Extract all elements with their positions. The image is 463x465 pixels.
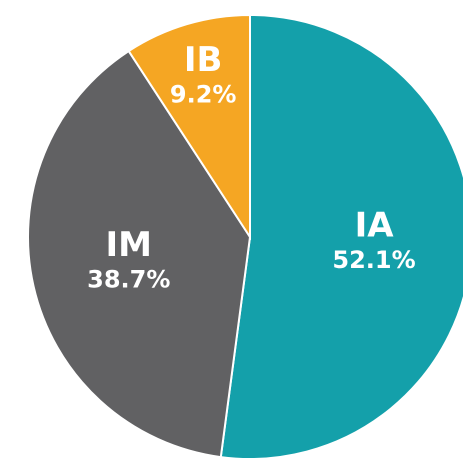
slice-name: IM <box>106 225 152 265</box>
pie-slice <box>219 13 463 460</box>
slice-name: IB <box>184 40 223 80</box>
slice-value-label: 9.2% <box>170 81 237 109</box>
slice-name: IA <box>355 206 395 246</box>
pie-slice <box>127 13 251 241</box>
slice-value-label: 38.7% <box>87 266 170 294</box>
slice-value-label: 52.1% <box>332 246 415 274</box>
